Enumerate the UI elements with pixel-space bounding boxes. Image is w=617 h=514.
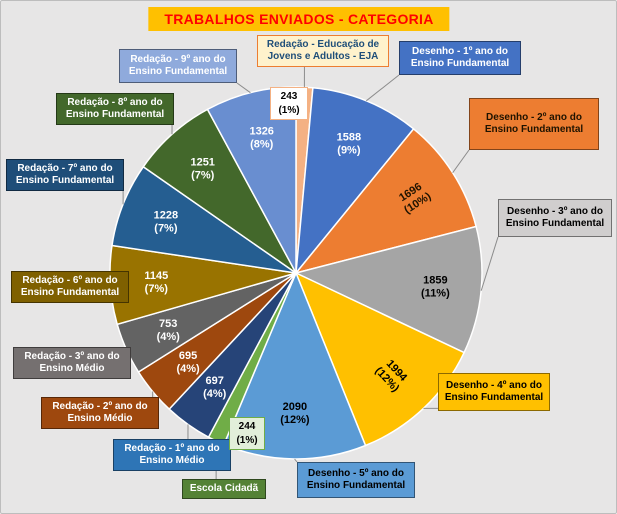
category-label-box-6: Escola Cidadã [182, 479, 266, 499]
slice-value-label-11: 1228 (7%) [154, 209, 178, 234]
category-label-box-5: Desenho - 5º ano do Ensino Fundamental [297, 462, 415, 498]
category-label-box-2: Desenho - 2º ano do Ensino Fundamental [469, 98, 599, 150]
callout-escola-cidada-value: 244 [238, 421, 256, 432]
category-label-box-12: Redação - 8º ano do Ensino Fundamental [56, 93, 174, 125]
category-label-box-11: Redação - 7º ano do Ensino Fundamental [6, 159, 124, 191]
leader-line [480, 236, 499, 291]
category-label-box-8: Redação - 2º ano do Ensino Médio [41, 397, 159, 429]
slice-value-label-1: 1588 (9%) [337, 131, 361, 156]
category-label-box-3: Desenho - 3º ano do Ensino Fundamental [498, 199, 612, 237]
slice-value-label-9: 753 (4%) [157, 318, 181, 343]
category-label-box-13: Redação - 9º ano do Ensino Fundamental [119, 49, 237, 83]
leader-line [452, 149, 470, 173]
slice-value-label-12: 1251 (7%) [190, 157, 214, 182]
slice-value-label-10: 1145 (7%) [144, 270, 168, 295]
slice-value-label-8: 695 (4%) [176, 350, 200, 375]
category-label-box-1: Desenho - 1º ano do Ensino Fundamental [399, 41, 521, 75]
slice-value-label-3: 1859 (11%) [421, 274, 450, 299]
category-label-box-4: Desenho - 4º ano do Ensino Fundamental [438, 373, 550, 411]
callout-escola-cidada-pct: (1%) [236, 434, 258, 446]
slice-value-label-5: 2090 (12%) [280, 401, 310, 426]
callout-eja: 243 (1%) [270, 87, 308, 120]
pie-slice-2 [293, 127, 478, 275]
leader-line [365, 74, 400, 102]
callout-eja-pct: (1%) [278, 104, 300, 116]
slice-value-label-13: 1326 (8%) [249, 125, 273, 150]
callout-eja-value: 243 [280, 91, 298, 102]
slice-value-label-7: 697 (4%) [203, 375, 227, 400]
category-label-box-7: Redação - 1º ano do Ensino Médio [113, 439, 231, 471]
category-label-box-10: Redação - 6º ano do Ensino Fundamental [11, 271, 129, 303]
leader-line [236, 82, 251, 94]
chart-title: TRABALHOS ENVIADOS - CATEGORIA [148, 7, 450, 31]
callout-escola-cidada: 244 (1%) [229, 417, 265, 450]
leader-line [294, 458, 298, 463]
category-label-box-9: Redação - 3º ano do Ensino Médio [13, 347, 131, 379]
category-label-box-0: Redação - Educação de Jovens e Adultos -… [257, 35, 389, 67]
